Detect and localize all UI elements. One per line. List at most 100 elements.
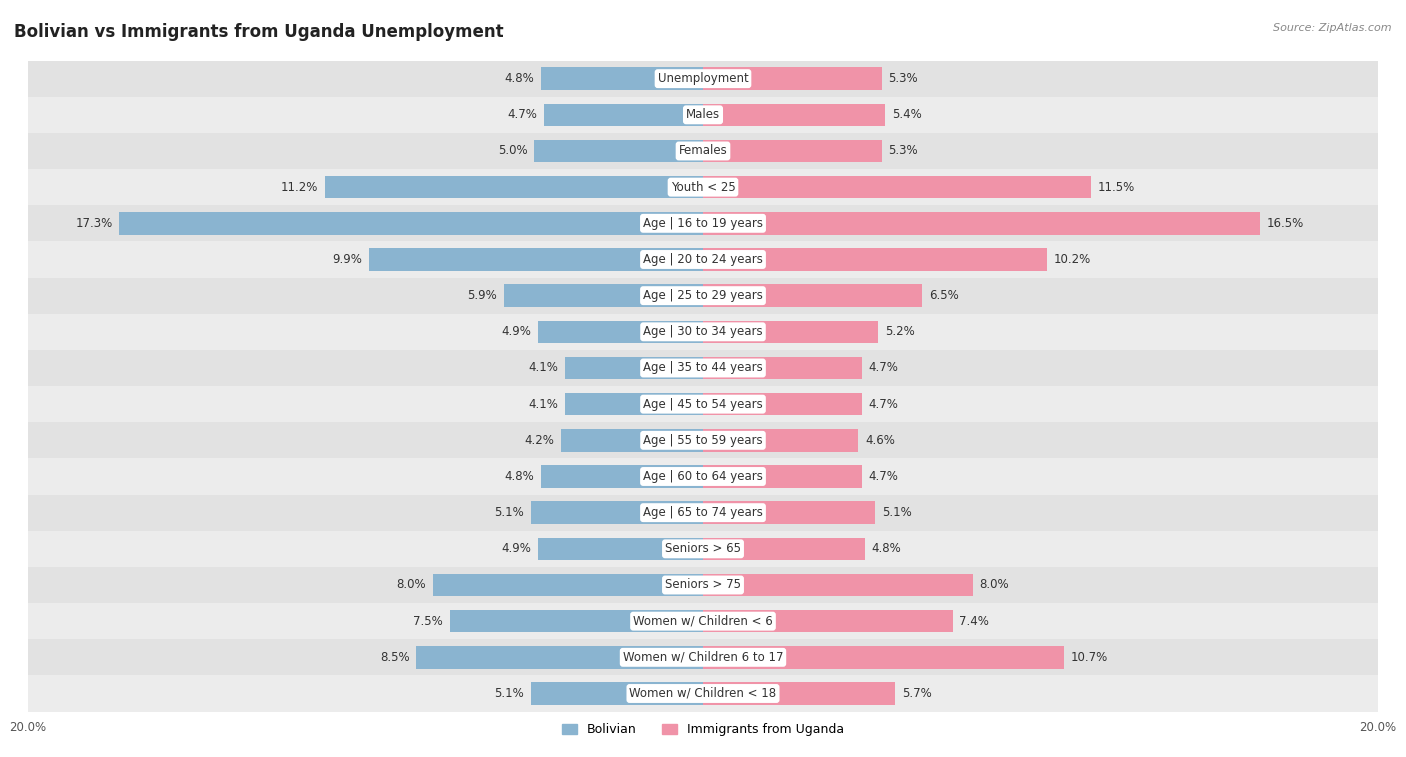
Bar: [28, 422, 1378, 459]
Text: 9.9%: 9.9%: [332, 253, 363, 266]
Legend: Bolivian, Immigrants from Uganda: Bolivian, Immigrants from Uganda: [557, 718, 849, 741]
Bar: [537, 537, 703, 560]
Bar: [544, 104, 703, 126]
Bar: [368, 248, 703, 271]
Text: 4.8%: 4.8%: [505, 72, 534, 85]
Bar: [28, 531, 1378, 567]
Bar: [28, 241, 1378, 278]
Bar: [28, 639, 1378, 675]
Bar: [703, 248, 1047, 271]
Bar: [703, 646, 1064, 668]
Bar: [503, 285, 703, 307]
Bar: [703, 104, 886, 126]
Text: Age | 30 to 34 years: Age | 30 to 34 years: [643, 326, 763, 338]
Text: 4.9%: 4.9%: [501, 542, 531, 556]
Bar: [28, 494, 1378, 531]
Bar: [531, 501, 703, 524]
Text: Males: Males: [686, 108, 720, 121]
Text: Age | 20 to 24 years: Age | 20 to 24 years: [643, 253, 763, 266]
Text: 4.8%: 4.8%: [872, 542, 901, 556]
Text: 11.5%: 11.5%: [1098, 181, 1135, 194]
Text: 5.1%: 5.1%: [495, 506, 524, 519]
Text: Age | 60 to 64 years: Age | 60 to 64 years: [643, 470, 763, 483]
Text: 4.7%: 4.7%: [508, 108, 537, 121]
Bar: [703, 574, 973, 597]
Text: 4.2%: 4.2%: [524, 434, 554, 447]
Bar: [28, 459, 1378, 494]
Text: 5.3%: 5.3%: [889, 145, 918, 157]
Bar: [703, 466, 862, 488]
Bar: [450, 610, 703, 632]
Text: 5.7%: 5.7%: [903, 687, 932, 700]
Bar: [561, 429, 703, 451]
Text: Bolivian vs Immigrants from Uganda Unemployment: Bolivian vs Immigrants from Uganda Unemp…: [14, 23, 503, 41]
Bar: [703, 140, 882, 162]
Text: 5.2%: 5.2%: [886, 326, 915, 338]
Bar: [703, 357, 862, 379]
Bar: [325, 176, 703, 198]
Bar: [537, 321, 703, 343]
Bar: [28, 603, 1378, 639]
Text: 16.5%: 16.5%: [1267, 217, 1303, 230]
Text: 4.8%: 4.8%: [505, 470, 534, 483]
Bar: [416, 646, 703, 668]
Bar: [703, 537, 865, 560]
Text: 5.1%: 5.1%: [882, 506, 911, 519]
Text: Women w/ Children 6 to 17: Women w/ Children 6 to 17: [623, 651, 783, 664]
Bar: [28, 567, 1378, 603]
Bar: [433, 574, 703, 597]
Text: 5.1%: 5.1%: [495, 687, 524, 700]
Bar: [541, 466, 703, 488]
Bar: [565, 357, 703, 379]
Bar: [28, 386, 1378, 422]
Bar: [703, 321, 879, 343]
Bar: [531, 682, 703, 705]
Text: Youth < 25: Youth < 25: [671, 181, 735, 194]
Text: 8.0%: 8.0%: [980, 578, 1010, 591]
Text: 7.4%: 7.4%: [959, 615, 990, 628]
Bar: [28, 675, 1378, 712]
Text: Age | 45 to 54 years: Age | 45 to 54 years: [643, 397, 763, 410]
Text: 8.0%: 8.0%: [396, 578, 426, 591]
Text: 4.7%: 4.7%: [869, 470, 898, 483]
Bar: [28, 350, 1378, 386]
Text: 11.2%: 11.2%: [281, 181, 318, 194]
Text: Age | 55 to 59 years: Age | 55 to 59 years: [643, 434, 763, 447]
Text: Age | 65 to 74 years: Age | 65 to 74 years: [643, 506, 763, 519]
Bar: [703, 67, 882, 90]
Text: 4.1%: 4.1%: [529, 362, 558, 375]
Text: Women w/ Children < 6: Women w/ Children < 6: [633, 615, 773, 628]
Text: 5.4%: 5.4%: [891, 108, 922, 121]
Text: 4.1%: 4.1%: [529, 397, 558, 410]
Bar: [28, 97, 1378, 133]
Bar: [703, 682, 896, 705]
Text: Age | 35 to 44 years: Age | 35 to 44 years: [643, 362, 763, 375]
Text: 6.5%: 6.5%: [929, 289, 959, 302]
Text: Source: ZipAtlas.com: Source: ZipAtlas.com: [1274, 23, 1392, 33]
Bar: [703, 429, 858, 451]
Text: Unemployment: Unemployment: [658, 72, 748, 85]
Bar: [28, 169, 1378, 205]
Text: 17.3%: 17.3%: [76, 217, 112, 230]
Bar: [28, 61, 1378, 97]
Bar: [28, 313, 1378, 350]
Text: Females: Females: [679, 145, 727, 157]
Text: Seniors > 75: Seniors > 75: [665, 578, 741, 591]
Bar: [541, 67, 703, 90]
Bar: [28, 278, 1378, 313]
Text: Seniors > 65: Seniors > 65: [665, 542, 741, 556]
Bar: [565, 393, 703, 416]
Text: 4.7%: 4.7%: [869, 362, 898, 375]
Bar: [120, 212, 703, 235]
Bar: [28, 205, 1378, 241]
Bar: [28, 133, 1378, 169]
Text: 4.9%: 4.9%: [501, 326, 531, 338]
Text: 5.9%: 5.9%: [467, 289, 498, 302]
Text: 5.0%: 5.0%: [498, 145, 527, 157]
Text: 5.3%: 5.3%: [889, 72, 918, 85]
Text: Age | 16 to 19 years: Age | 16 to 19 years: [643, 217, 763, 230]
Text: 10.2%: 10.2%: [1054, 253, 1091, 266]
Text: 4.7%: 4.7%: [869, 397, 898, 410]
Bar: [703, 285, 922, 307]
Text: 8.5%: 8.5%: [380, 651, 409, 664]
